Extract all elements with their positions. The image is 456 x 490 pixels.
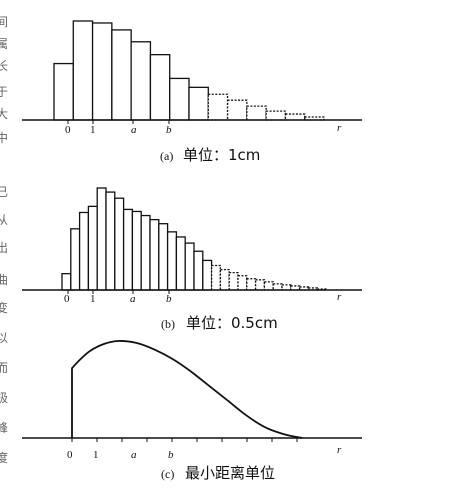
tick-label-1: 1 [93,449,99,461]
bar [87,205,98,291]
bar [175,236,186,291]
caption-text-b: 单位：0.5cm [186,314,278,332]
bar [207,93,229,121]
tick-label-r: r [337,122,342,134]
bar [254,279,266,291]
bar [149,54,171,121]
bar [158,223,169,291]
margin-glyph: 中 [0,130,8,145]
margin-glyph: 极 [0,391,8,405]
tick-label-a: a [131,124,137,136]
ticks-a [67,120,170,124]
bars-b [61,187,327,291]
bar [140,214,151,291]
bar [188,86,209,121]
bar [228,272,239,291]
bar [237,275,248,291]
tick-label-0: 0 [67,449,73,461]
margin-glyph: 已 [0,185,8,199]
bar [246,278,257,291]
bars-a [53,20,325,121]
bar [61,273,72,291]
bar [130,41,152,121]
histogram-panel-b: 0 1 a b r (b) 单位：0.5cm [22,187,362,332]
bar [246,105,267,121]
margin-glyph: 变 [0,300,8,315]
bar [193,250,204,291]
bar [184,242,195,291]
tick-label-b: b [168,449,174,461]
caption-letter-a: (a) [160,149,173,163]
bar [272,283,283,291]
histogram-panel-a: 0 1 a b r (a) 单位：1cm [22,20,362,164]
tick-label-b: b [166,124,172,136]
ticks-c [71,438,298,442]
bar [284,113,306,121]
bar [72,20,94,121]
caption-text-c: 最小距离单位 [185,464,275,482]
margin-glyph: 度 [0,450,8,465]
bar [122,208,134,291]
tick-label-a: a [130,293,136,305]
margin-glyph: 从 [0,213,8,227]
margin-glyph: 于 [0,85,8,99]
margin-glyph: 以 [0,331,8,345]
bar [202,259,213,291]
bar [263,281,274,291]
margin-glyph: 峰 [0,421,8,435]
caption-text-a: 单位：1cm [183,146,260,164]
bar [166,231,178,291]
bar [281,284,292,291]
density-curve [71,340,303,439]
tick-label-r: r [337,291,342,303]
margin-glyph: 大 [0,107,8,121]
bar [78,211,90,291]
bar [105,191,116,291]
margin-glyph: 属 [0,37,8,51]
margin-glyph: 曲 [0,273,8,287]
bar [169,77,190,121]
bar [149,218,160,291]
bar [96,187,107,291]
bar [226,99,248,121]
margin-glyph: 出 [0,241,8,255]
tick-label-b: b [166,293,172,305]
bar [210,264,222,291]
margin-glyph: 而 [0,361,8,375]
caption-letter-c: (c) [161,467,174,481]
tick-label-a: a [131,449,137,461]
tick-label-r: r [337,444,342,456]
margin-glyph: 长 [0,59,8,73]
curve-panel-c: 0 1 a b r (c) 最小距离单位 [22,340,362,482]
ticks-b [67,290,170,294]
caption-letter-b: (b) [161,317,175,331]
bar [131,210,142,291]
bar [219,268,230,291]
margin-glyph: 间 [0,15,8,29]
bar [91,22,113,121]
bar [265,110,287,121]
bar [114,197,125,291]
tick-label-0: 0 [64,293,70,305]
tick-label-1: 1 [90,124,96,136]
bar [53,62,74,121]
tick-label-0: 0 [65,124,71,136]
bar [298,286,310,291]
tick-label-1: 1 [90,293,96,305]
bar [111,29,132,121]
bar [70,228,81,291]
